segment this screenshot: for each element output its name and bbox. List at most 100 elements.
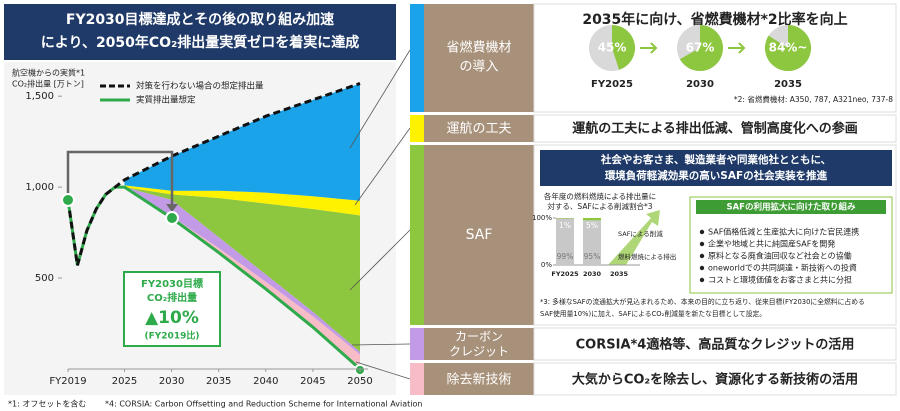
- row-label: の導入: [459, 60, 498, 75]
- pie-title: 2035年に向け、省燃費機材*2比率を向上: [582, 11, 847, 28]
- banner-text: 環境負荷軽減効果の高いSAFの社会実装を推進: [605, 169, 828, 182]
- row-strip: [410, 4, 424, 112]
- mini-title: 対する、SAFによる削減割合*3: [547, 201, 652, 211]
- pie-sector: [679, 25, 724, 72]
- marker: [61, 193, 75, 207]
- series-label: 燃料燃焼による排出: [618, 252, 676, 261]
- box-title: SAFの利用拡大に向けた取り組み: [726, 202, 856, 213]
- note: *3: 多様なSAFの流通拡大が見込まれるため、本来の目的に立ち返り、従来目標(…: [540, 297, 865, 306]
- header-box: [4, 4, 396, 60]
- bracket: [66, 150, 174, 208]
- pie-value-label: 67%: [686, 41, 715, 55]
- bar-value-label: 1%: [559, 221, 571, 230]
- legend-label: 対策を行わない場合の想定排出量: [136, 81, 264, 92]
- bullet: 企業や地域と共に純国産SAFを開発: [708, 239, 835, 249]
- x-tick-label: 2035: [610, 270, 629, 278]
- pie-category: 2030: [686, 79, 714, 90]
- row-label: 除去新技術: [446, 372, 511, 388]
- bar-segment: [583, 220, 601, 265]
- x-tick-label: 2035: [206, 376, 231, 387]
- x-tick-label: FY2019: [49, 376, 86, 387]
- bullet-dot: [699, 277, 705, 283]
- row-label: 運航の工夫: [446, 121, 511, 137]
- row-label: 省燃費機材: [446, 40, 511, 56]
- header-line: FY2030目標達成とその後の取り組み加速: [66, 11, 334, 28]
- y-tick-label: 500: [35, 273, 54, 284]
- marker: [165, 211, 179, 225]
- x-tick-label: FY2025: [551, 270, 579, 278]
- pie-sector: [765, 25, 812, 71]
- bullet: 原料となる廃食油回収など社会との協働: [708, 251, 852, 261]
- row-label: SAF: [466, 227, 493, 243]
- legend-label: 実質排出量想定: [136, 95, 196, 106]
- x-tick-label: 2030: [159, 376, 184, 387]
- annotation: (FY2019比): [145, 330, 200, 342]
- banner-text: 社会やお客さま、製造業者や同業他社とともに、: [600, 153, 831, 166]
- row-text: 大気からCO₂を除去し、資源化する新技術の活用: [572, 372, 858, 388]
- line: [66, 185, 361, 371]
- bar-value-label: 99%: [557, 252, 574, 261]
- pie-sector: [612, 25, 635, 70]
- row-label-bg: [424, 328, 534, 360]
- row-strip: [410, 363, 424, 395]
- header-line: により、2050年CO₂排出量実質ゼロを着実に達成: [41, 34, 359, 51]
- x-tick-label: 2040: [253, 376, 278, 387]
- row-strip: [410, 328, 424, 360]
- footnote: *1: オフセットを含む: [8, 399, 86, 409]
- y-tick-label: 100%: [532, 214, 552, 222]
- row-label-bg: [424, 4, 534, 112]
- row-text: 運航の工夫による排出低減、管制高度化への参画: [572, 121, 858, 137]
- line: [66, 82, 361, 266]
- bullet-dot: [699, 253, 705, 259]
- bullet: コストと環境価値をお客さまと共に分担: [708, 275, 852, 285]
- row-label-bg: [424, 115, 534, 142]
- pie-category: 2035: [774, 79, 802, 90]
- y-axis-label: CO₂排出量 [万トン]: [12, 79, 84, 89]
- x-tick-label: 2030: [583, 270, 602, 278]
- y-tick-label: 1,000: [25, 182, 54, 193]
- box-header: [696, 200, 886, 214]
- row-strip: [410, 145, 424, 325]
- bracket-arrow: [166, 204, 178, 212]
- area-segment: [124, 185, 360, 216]
- footnote: *4: CORSIA: Carbon Offsetting and Reduct…: [105, 400, 422, 409]
- trend-arrow: [608, 210, 660, 265]
- note: *2: 省燃費機材: A350, 787, A321neo, 737-8: [734, 94, 893, 104]
- row-labels: 省燃費機材 の導入 運航の工夫 SAF カーボン クレジット 除去新技術: [446, 40, 511, 388]
- connectors: [349, 49, 411, 380]
- bar-segment: [556, 218, 574, 265]
- pie-arrows: [640, 42, 746, 54]
- pie-value-label: 45%: [598, 41, 627, 55]
- y-tick-label: 0%: [541, 261, 552, 269]
- mini-title: 各年度の燃料燃焼による排出量に: [544, 191, 656, 201]
- bullet: SAF価格低減と生産拡大に向けた官民連携: [708, 227, 859, 237]
- y-axis-label: 航空機からの実質*1: [12, 68, 85, 78]
- x-tick-label: 2045: [300, 376, 325, 387]
- bullet: oneworldでの共同調達・新技術への投資: [708, 263, 857, 273]
- bullet-dot: [699, 241, 705, 247]
- row-strip: [410, 115, 424, 142]
- annotation-box: [123, 271, 221, 347]
- y-tick-label: 1,500: [25, 91, 54, 102]
- series-label: SAFによる削減: [618, 229, 663, 238]
- bar-segment: [583, 218, 601, 221]
- row-label: クレジット: [449, 345, 509, 359]
- area-segment: [124, 83, 360, 201]
- x-tick-label: 2025: [112, 376, 137, 387]
- row-label-bg: [424, 363, 534, 395]
- pie-value-label: 84%~: [769, 41, 808, 55]
- bullet-dot: [699, 265, 705, 271]
- note: SAF使用量10%)に加え、SAFによるCO₂削減量を新たな目標として設定。: [540, 309, 766, 318]
- area-segment: [124, 187, 360, 352]
- row-label-bg: [424, 145, 534, 325]
- banner: [540, 150, 892, 186]
- annotation: ▲10%: [145, 308, 199, 328]
- row-content: [533, 362, 897, 396]
- row-content: [533, 327, 897, 361]
- row-text: CORSIA*4適格等、高品質なクレジットの活用: [576, 337, 855, 353]
- bar-value-label: 95%: [584, 252, 601, 261]
- row-content: [533, 114, 897, 143]
- bar-value-label: 5%: [586, 221, 598, 230]
- annotation: FY2030目標: [141, 277, 203, 290]
